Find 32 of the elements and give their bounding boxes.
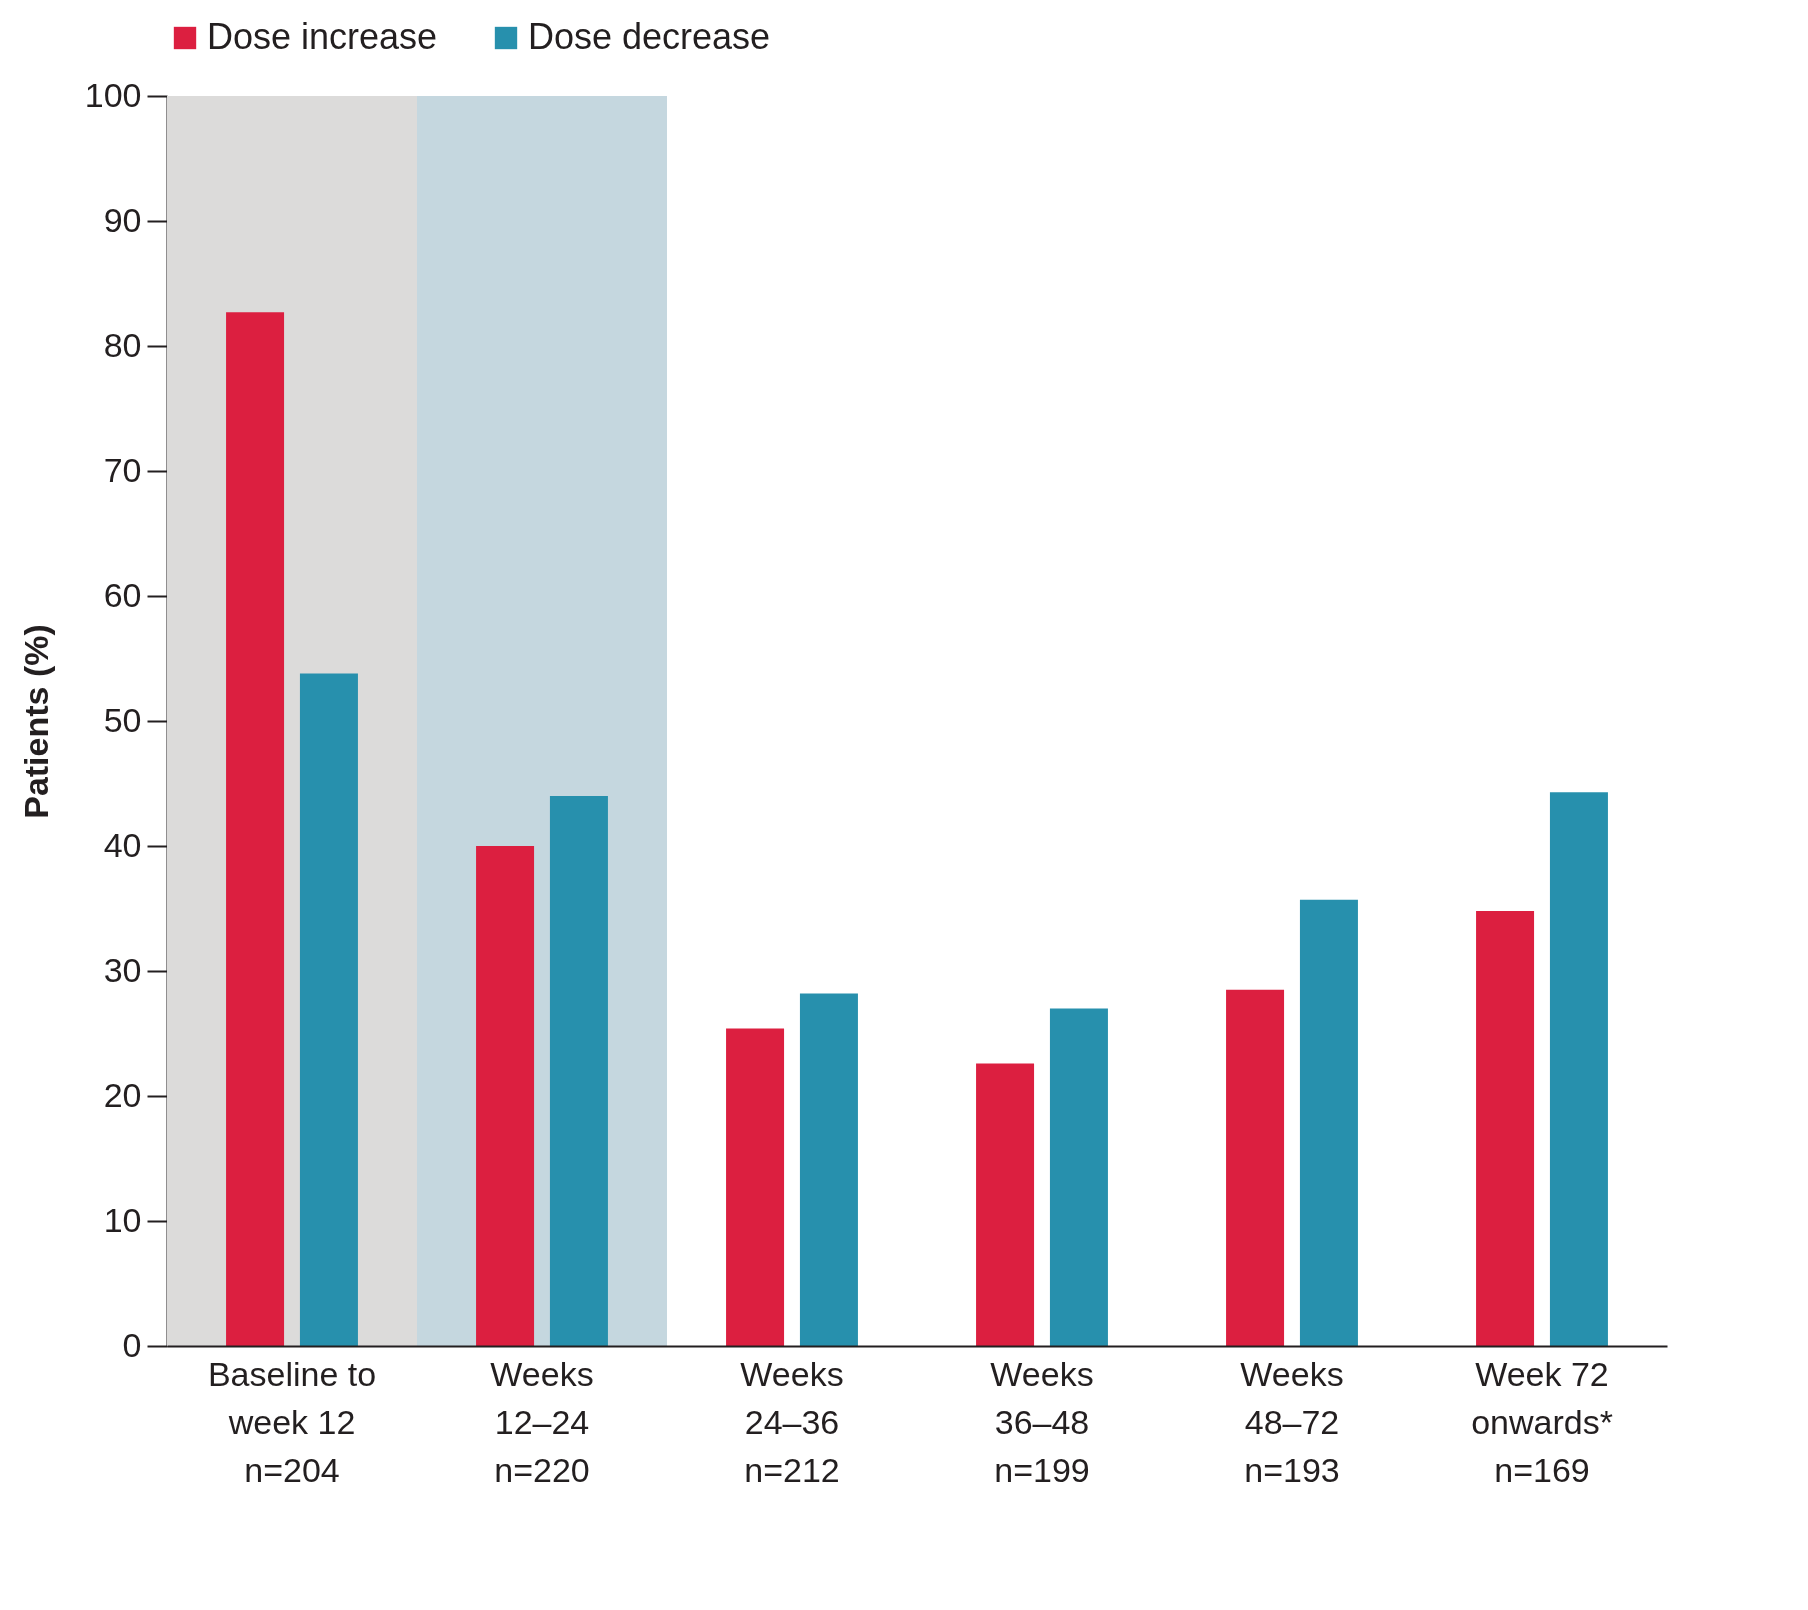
bar [299,673,358,1346]
x-tick-label: Weeks 24–36 n=212 [740,1354,844,1489]
y-axis-title: Patients (%) [16,624,55,819]
bar [226,312,285,1346]
bar [476,846,535,1346]
y-tick-label: 0 [122,1325,142,1364]
bar [726,1028,785,1346]
legend-label: Dose decrease [528,16,771,57]
bar [549,796,608,1346]
legend-label: Dose increase [207,16,438,57]
y-tick-label: 40 [103,825,142,864]
bar [1549,792,1608,1346]
y-tick-label: 100 [84,75,142,114]
bar [1049,1008,1108,1346]
x-tick-label: Weeks 36–48 n=199 [990,1354,1094,1489]
y-tick-label: 20 [103,1075,142,1114]
bar [1299,899,1358,1346]
x-tick-label: Weeks 12–24 n=220 [490,1354,594,1489]
x-tick-label: Baseline to week 12 n=204 [207,1354,377,1489]
bar [1226,989,1285,1346]
bar [976,1063,1035,1346]
y-tick-label: 30 [103,950,142,989]
bar [799,993,858,1346]
y-tick-label: 90 [103,200,142,239]
y-tick-label: 60 [103,575,142,614]
y-tick-label: 80 [103,325,142,364]
y-tick-label: 10 [103,1200,142,1239]
x-tick-label: Weeks 48–72 n=193 [1240,1354,1344,1489]
y-tick-label: 70 [103,450,142,489]
bar [1476,911,1535,1346]
y-tick-label: 50 [103,700,142,739]
x-tick-label: Week 72 onwards* n=169 [1471,1354,1613,1489]
